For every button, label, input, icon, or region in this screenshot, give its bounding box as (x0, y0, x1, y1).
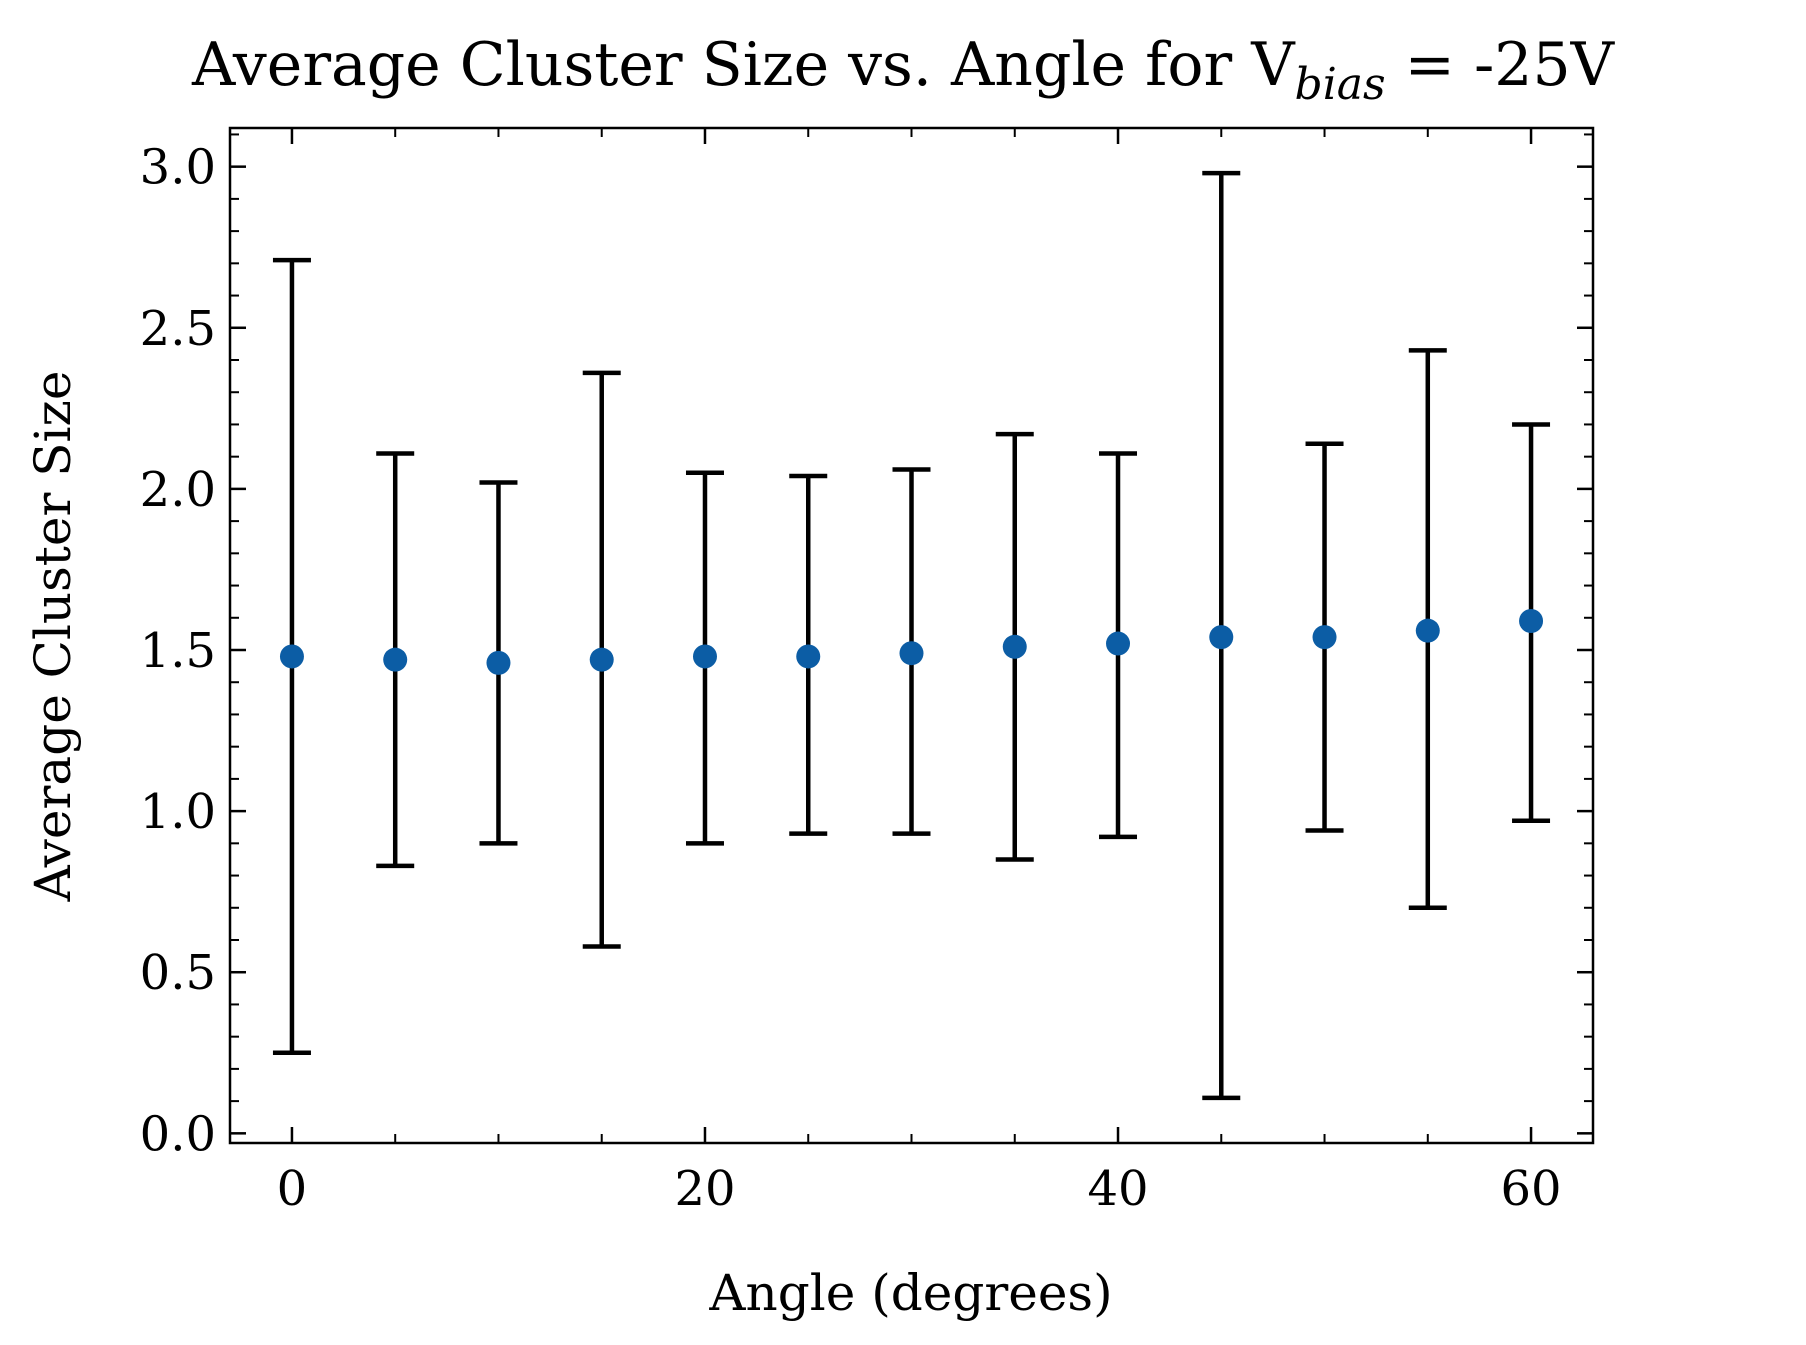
x-tick-label: 60 (1501, 1161, 1562, 1217)
error-bars (272, 170, 1551, 1101)
y-tick-label: 0.5 (140, 945, 216, 1001)
chart-title: Average Cluster Size vs. Angle for Vbias… (191, 30, 1616, 110)
data-point (1519, 609, 1544, 633)
data-point (692, 644, 717, 669)
data-point (279, 644, 304, 669)
data-point (899, 641, 924, 666)
x-tick-labels: 0 20 40 60 (277, 1161, 1562, 1217)
y-tick-label: 0.0 (140, 1106, 216, 1162)
data-points (279, 609, 1544, 675)
plot-frame (228, 126, 1595, 1145)
y-axis-label: Average Cluster Size (24, 371, 82, 903)
x-tick-label: 0 (277, 1161, 308, 1217)
y-tick-label: 2.5 (140, 301, 216, 357)
x-axis-label: Angle (degrees) (708, 1264, 1112, 1322)
data-point (1106, 631, 1131, 656)
data-point (589, 647, 614, 672)
data-point (796, 644, 821, 669)
data-point (1312, 625, 1337, 650)
minor-ticks (230, 128, 1593, 1143)
major-ticks (230, 128, 1593, 1143)
y-tick-labels: 0.0 0.5 1.0 1.5 2.0 2.5 3.0 (140, 140, 216, 1163)
y-tick-label: 2.0 (140, 462, 216, 518)
y-tick-label: 3.0 (140, 140, 216, 196)
y-tick-label: 1.5 (140, 623, 216, 679)
data-point (486, 650, 511, 675)
data-point (383, 647, 408, 672)
y-tick-label: 1.0 (140, 784, 216, 840)
x-tick-label: 40 (1087, 1161, 1148, 1217)
x-tick-label: 20 (674, 1161, 735, 1217)
data-point (1415, 618, 1440, 643)
data-point (1209, 625, 1234, 650)
data-point (1002, 634, 1027, 659)
